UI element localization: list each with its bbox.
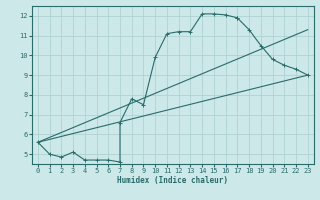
X-axis label: Humidex (Indice chaleur): Humidex (Indice chaleur) bbox=[117, 176, 228, 185]
